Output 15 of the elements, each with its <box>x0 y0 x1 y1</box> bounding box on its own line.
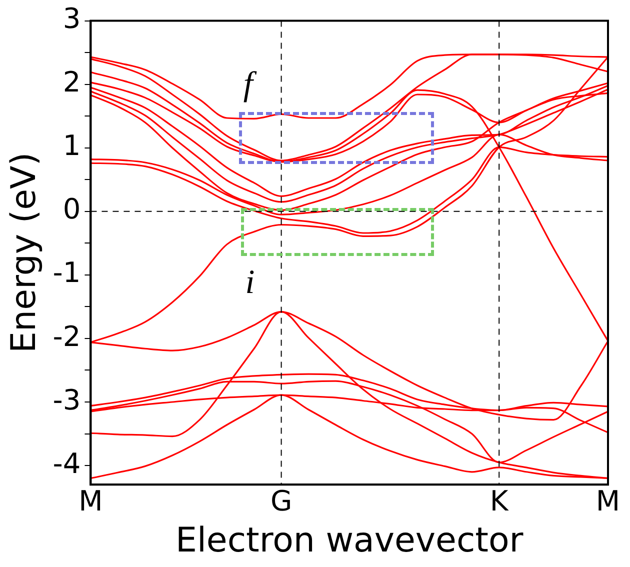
y-tick-label: 2 <box>62 66 81 99</box>
annotation: i <box>245 264 255 301</box>
y-tick-label: 1 <box>62 129 81 162</box>
x-tick-label: M <box>596 484 620 518</box>
x-tick-label: M <box>78 484 103 518</box>
x-axis-title: Electron wavevector <box>175 520 524 560</box>
y-axis-title: Energy (eV) <box>4 152 44 353</box>
y-tick-label: -1 <box>52 256 81 290</box>
x-tick-label: G <box>270 484 292 518</box>
x-tick-label: K <box>490 484 509 518</box>
y-tick-label: 0 <box>62 192 81 226</box>
y-tick-label: -3 <box>52 383 81 416</box>
y-tick-label: -2 <box>52 320 81 353</box>
y-tick-label: 3 <box>62 2 81 36</box>
y-tick-label: -4 <box>52 446 81 480</box>
